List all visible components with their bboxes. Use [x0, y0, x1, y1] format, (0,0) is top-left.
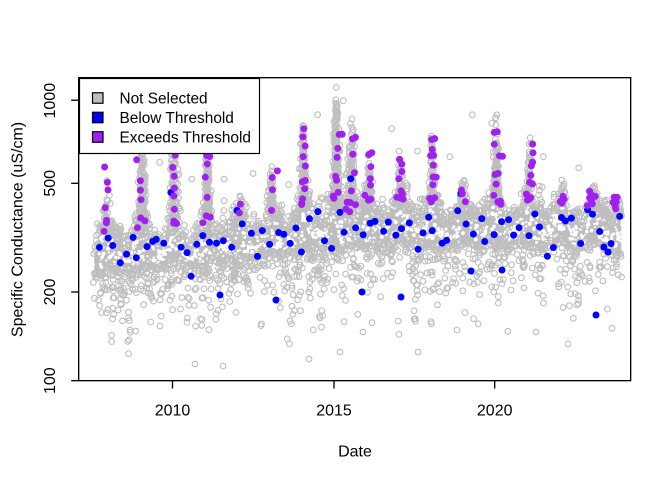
svg-text:1000: 1000 [42, 83, 59, 119]
svg-text:2020: 2020 [477, 403, 513, 420]
svg-text:Specific Conductance (uS/cm): Specific Conductance (uS/cm) [10, 122, 27, 337]
svg-text:Date: Date [338, 444, 372, 461]
svg-text:2010: 2010 [155, 403, 191, 420]
svg-text:Exceeds Threshold: Exceeds Threshold [120, 130, 251, 147]
svg-text:200: 200 [42, 279, 59, 306]
svg-text:100: 100 [42, 367, 59, 394]
svg-text:500: 500 [42, 170, 59, 197]
svg-text:2015: 2015 [316, 403, 352, 420]
svg-text:Below Threshold: Below Threshold [120, 110, 234, 127]
svg-text:Not Selected: Not Selected [120, 91, 208, 108]
